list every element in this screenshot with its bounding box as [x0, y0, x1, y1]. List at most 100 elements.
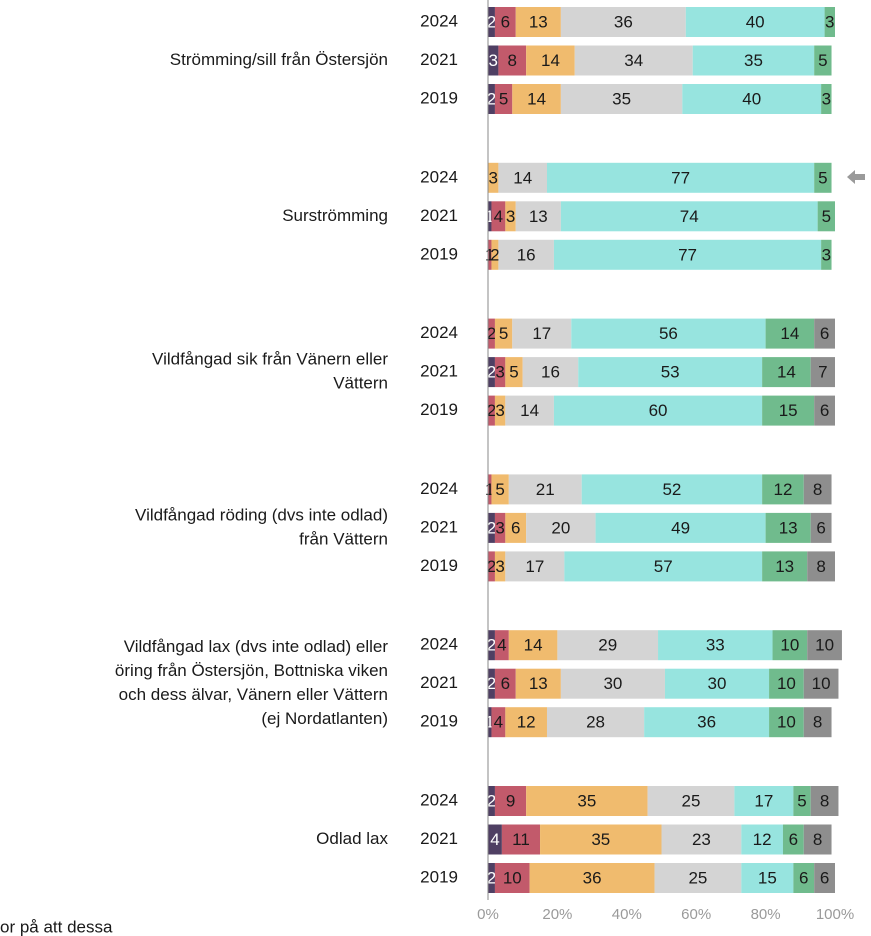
value-label: 5: [495, 480, 504, 499]
bar-segment: [515, 7, 561, 37]
value-label: 25: [682, 791, 701, 810]
bar-segment: [793, 863, 815, 893]
value-label: 2: [487, 791, 496, 810]
bar-segment: [824, 7, 835, 37]
bar-segment: [574, 45, 693, 76]
bar-segment: [488, 318, 495, 349]
bar-segment: [529, 863, 655, 893]
year-label: 2021: [420, 206, 458, 225]
value-label: 40: [746, 12, 765, 31]
value-label: 17: [754, 791, 773, 810]
value-label: 1: [485, 207, 494, 226]
bar-segment: [803, 474, 832, 505]
value-label: 9: [506, 791, 515, 810]
bar-segment: [581, 474, 763, 505]
footnote: or på att dessa: [0, 917, 113, 936]
value-label: 2: [487, 868, 496, 887]
bar-segment: [494, 318, 513, 349]
bar-segment: [494, 512, 506, 543]
bar-segment: [512, 84, 561, 114]
value-label: 13: [775, 557, 794, 576]
value-label: 3: [495, 401, 504, 420]
bar-segment: [762, 357, 811, 388]
value-label: 5: [499, 324, 508, 343]
bar-segment: [526, 512, 596, 543]
bar-segment: [817, 201, 835, 232]
bar-segment: [494, 668, 516, 699]
value-label: 52: [662, 480, 681, 499]
bar-segment: [557, 630, 659, 661]
value-label: 13: [529, 12, 548, 31]
year-label: 2019: [420, 556, 458, 575]
value-label: 4: [497, 636, 506, 655]
value-label: 6: [820, 868, 829, 887]
value-label: 12: [517, 713, 536, 732]
value-label: 14: [527, 89, 546, 108]
bar-segment: [769, 668, 804, 699]
value-label: 10: [777, 674, 796, 693]
bar-segment: [595, 512, 766, 543]
value-label: 3: [495, 518, 504, 537]
pointer-arrow: [847, 170, 865, 184]
value-label: 8: [813, 713, 822, 732]
year-label: 2024: [420, 323, 458, 342]
bar-segment: [553, 239, 822, 270]
value-label: 14: [520, 401, 539, 420]
value-label: 8: [816, 557, 825, 576]
bar-segment: [810, 512, 832, 543]
value-label: 14: [513, 168, 532, 187]
value-label: 3: [822, 245, 831, 264]
bar-segment: [560, 7, 686, 37]
value-label: 3: [495, 557, 504, 576]
value-label: 16: [541, 363, 560, 382]
value-label: 14: [777, 363, 796, 382]
value-label: 10: [777, 713, 796, 732]
value-label: 20: [551, 518, 570, 537]
bar-segment: [494, 395, 506, 426]
bar-segment: [526, 45, 575, 76]
value-label: 7: [818, 363, 827, 382]
bar-segment: [560, 84, 683, 114]
bar-segment: [814, 863, 835, 893]
bar-segment: [505, 551, 565, 582]
value-label: 57: [654, 557, 673, 576]
year-label: 2024: [420, 790, 458, 809]
x-tick-label: 60%: [681, 906, 711, 923]
value-label: 17: [532, 324, 551, 343]
value-label: 30: [603, 674, 622, 693]
bar-segment: [488, 824, 502, 855]
bar-segment: [772, 630, 808, 661]
bar-segment: [488, 45, 499, 76]
bar-segment: [540, 824, 662, 855]
year-label: 2024: [420, 479, 458, 498]
value-label: 5: [509, 363, 518, 382]
year-label: 2019: [420, 712, 458, 731]
bar-segment: [661, 824, 742, 855]
year-label: 2024: [420, 167, 458, 186]
bar-segment: [762, 395, 815, 426]
value-label: 2: [487, 674, 496, 693]
year-label: 2024: [420, 635, 458, 654]
bar-segment: [793, 786, 811, 816]
value-label: 3: [488, 51, 497, 70]
bar-segment: [494, 357, 506, 388]
value-label: 53: [661, 363, 680, 382]
bar-segment: [658, 630, 773, 661]
value-label: 8: [813, 830, 822, 849]
value-label: 5: [797, 791, 806, 810]
value-label: 8: [820, 791, 829, 810]
value-label: 6: [820, 324, 829, 343]
value-label: 5: [818, 51, 827, 70]
bar-segment: [769, 707, 804, 738]
value-label: 36: [583, 868, 602, 887]
bar-segment: [512, 318, 572, 349]
bar-segment: [515, 201, 561, 232]
bar-segment: [765, 318, 815, 349]
value-label: 2: [487, 12, 496, 31]
bar-segment: [682, 84, 822, 114]
value-label: 1: [485, 713, 494, 732]
value-label: 15: [779, 401, 798, 420]
value-label: 2: [487, 363, 496, 382]
year-label: 2019: [420, 244, 458, 263]
